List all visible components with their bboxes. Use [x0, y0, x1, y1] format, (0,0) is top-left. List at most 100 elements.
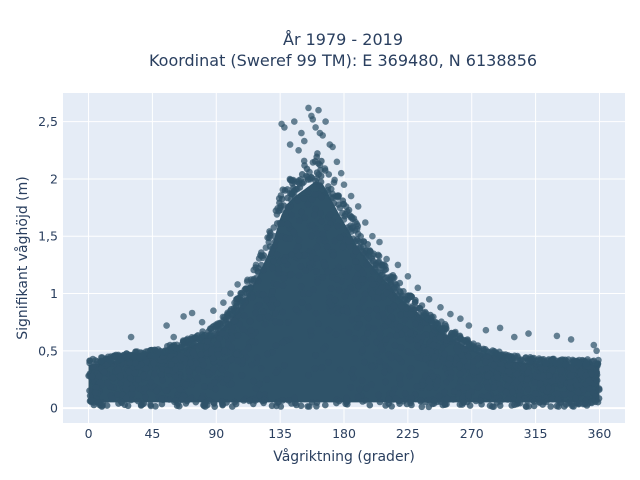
scatter-point [456, 370, 464, 378]
scatter-point [313, 255, 321, 262]
scatter-point [553, 402, 561, 410]
scatter-point [323, 224, 331, 231]
scatter-point [389, 272, 397, 279]
scatter-point [281, 124, 288, 131]
scatter-point [210, 307, 217, 315]
scatter-point [296, 217, 303, 224]
scatter-point [277, 206, 284, 214]
scatter-point [297, 283, 305, 291]
scatter-point [124, 402, 132, 410]
scatter-point [135, 376, 142, 383]
scatter-point [376, 334, 384, 342]
scatter-point [421, 347, 429, 354]
scatter-point [509, 396, 517, 403]
scatter-point [219, 313, 227, 321]
scatter-point [390, 285, 398, 293]
scatter-point [361, 358, 368, 366]
scatter-point [470, 358, 478, 365]
scatter-point [407, 336, 415, 344]
scatter-point [269, 288, 276, 295]
scatter-point [431, 397, 438, 405]
scatter-point [176, 386, 184, 393]
scatter-point [234, 281, 241, 288]
scatter-point [287, 271, 295, 278]
scatter-point [188, 309, 196, 317]
scatter-point [497, 351, 504, 359]
scatter-point [290, 228, 297, 236]
scatter-point [567, 391, 575, 399]
scatter-point [273, 251, 281, 258]
scatter-point [554, 397, 562, 404]
y-tick-label: 0,5 [38, 343, 58, 358]
scatter-point [324, 268, 332, 276]
scatter-point [153, 387, 160, 395]
scatter-point [365, 323, 373, 331]
scatter-point [198, 318, 206, 326]
scatter-point [542, 360, 549, 368]
scatter-point [319, 230, 327, 238]
scatter-point [252, 261, 260, 269]
scatter-point [120, 351, 128, 359]
scatter-point [387, 313, 395, 321]
scatter-point [335, 192, 343, 200]
scatter-point [370, 325, 378, 332]
scatter-point [182, 381, 189, 388]
scatter-point [465, 392, 472, 399]
scatter-point [342, 210, 349, 218]
scatter-point [264, 313, 272, 320]
scatter-point [312, 310, 320, 317]
scatter-point [318, 193, 325, 201]
scatter-point [210, 365, 217, 373]
scatter-point [493, 373, 501, 381]
scatter-point [383, 255, 390, 263]
scatter-point [212, 385, 219, 393]
scatter-point [351, 335, 359, 342]
scatter-point [164, 367, 171, 374]
scatter-point [168, 361, 175, 368]
scatter-point [123, 394, 130, 402]
scatter-point [435, 392, 443, 400]
scatter-point [465, 375, 473, 382]
scatter-point [408, 304, 415, 312]
scatter-point [463, 341, 471, 349]
scatter-point [252, 309, 259, 317]
scatter-point [127, 333, 135, 341]
scatter-point [406, 372, 414, 380]
scatter-point [252, 385, 260, 392]
scatter-point [384, 318, 392, 325]
scatter-point [288, 211, 296, 219]
scatter-point [505, 368, 513, 375]
scatter-point [158, 371, 165, 379]
x-tick-label: 315 [524, 426, 548, 441]
scatter-point [407, 292, 414, 300]
scatter-point [316, 161, 324, 169]
scatter-point [319, 132, 327, 139]
scatter-point [378, 346, 386, 354]
scatter-point [248, 338, 256, 346]
scatter-point [496, 324, 504, 332]
scatter-point [185, 368, 193, 375]
scatter-point [243, 292, 251, 300]
scatter-point [306, 176, 314, 183]
scatter-point [354, 315, 361, 322]
scatter-point [570, 359, 578, 367]
scatter-point [326, 294, 334, 301]
scatter-point [549, 395, 556, 403]
scatter-point [322, 118, 329, 125]
scatter-point [147, 402, 155, 410]
scatter-point [159, 349, 167, 356]
scatter-point [95, 372, 103, 380]
scatter-point [187, 359, 194, 367]
chart-title-line-1: År 1979 - 2019 [283, 30, 403, 49]
scatter-point [557, 366, 565, 374]
scatter-point [273, 300, 281, 307]
scatter-point [314, 230, 322, 237]
scatter-point [390, 302, 398, 310]
scatter-point [379, 310, 387, 318]
scatter-point [315, 320, 322, 328]
scatter-point [308, 332, 315, 339]
scatter-point [87, 397, 95, 404]
scatter-point [191, 334, 199, 341]
scatter-point [202, 399, 209, 407]
scatter-point [128, 390, 136, 398]
